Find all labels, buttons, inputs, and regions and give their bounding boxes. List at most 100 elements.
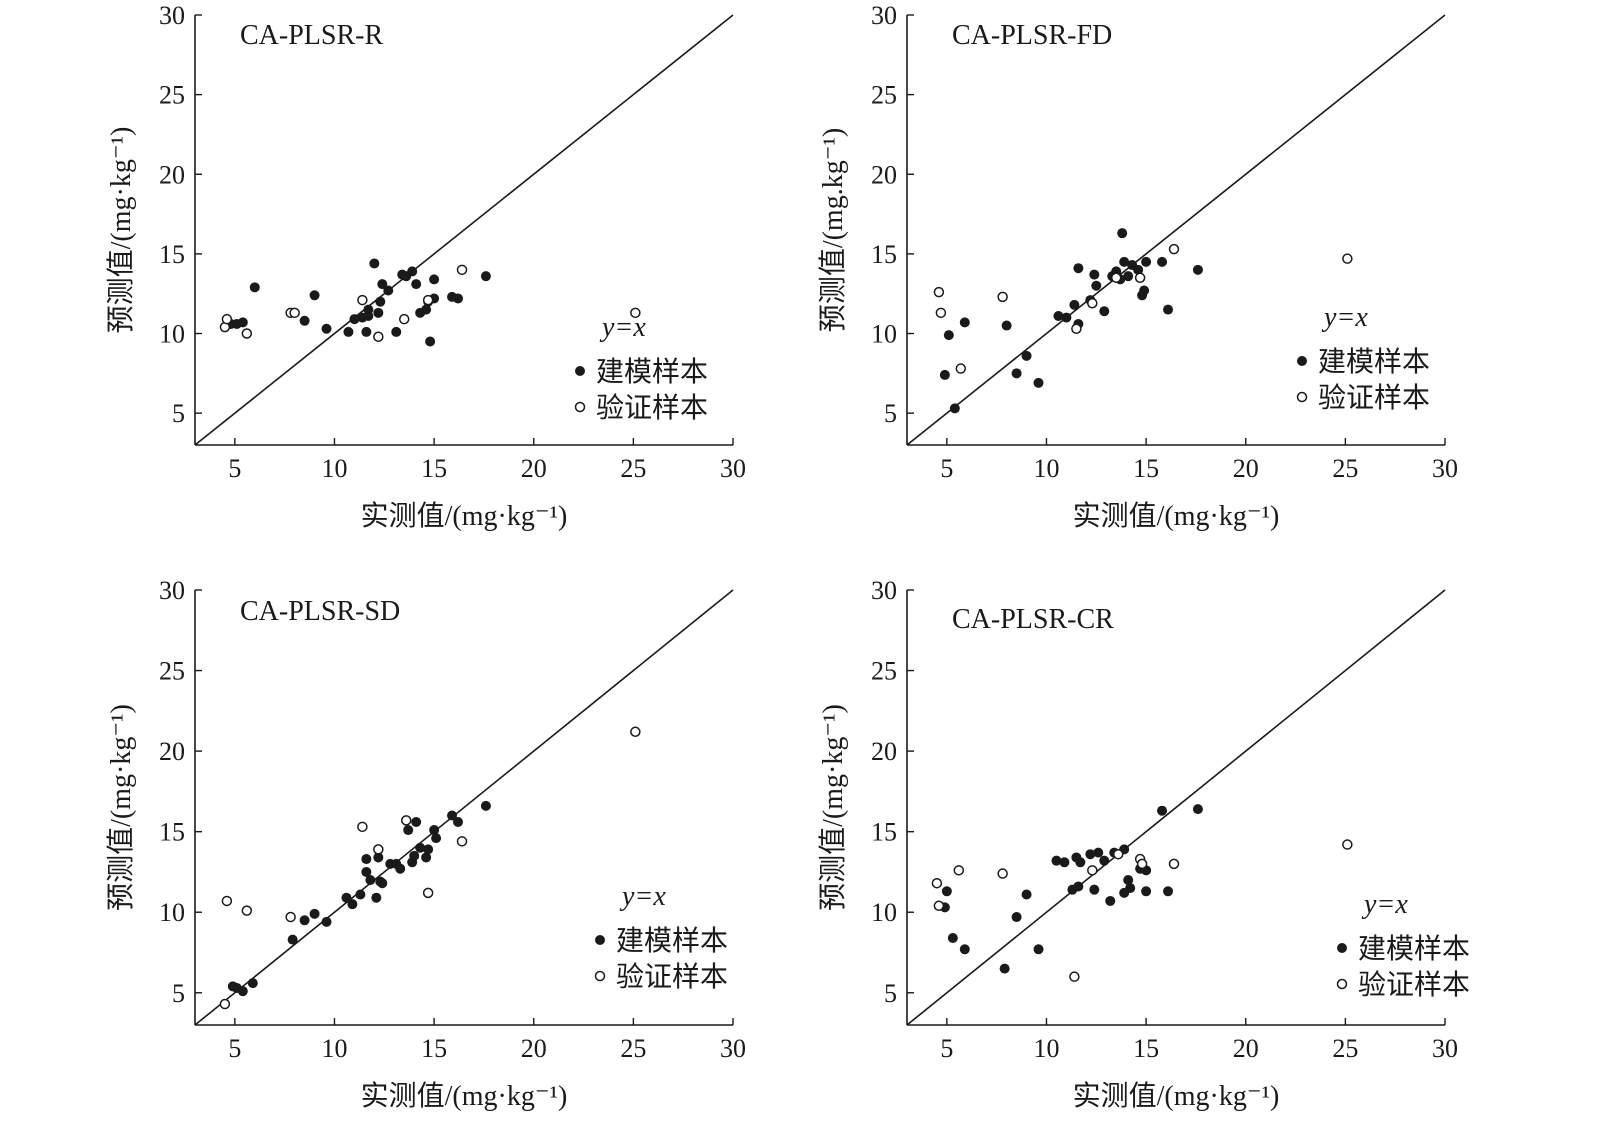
calibration-sample-point [425, 336, 436, 347]
y-tick-label: 20 [159, 160, 185, 189]
calibration-sample-point [377, 279, 388, 290]
y-axis-label: 预测值/(mg·kg⁻¹) [105, 704, 137, 911]
calibration-sample-point [249, 282, 260, 293]
legend-calibration-marker [595, 935, 605, 945]
validation-sample-point [1071, 323, 1082, 334]
calibration-sample-point [349, 314, 360, 325]
validation-sample-point [357, 821, 368, 833]
calibration-sample-point [1192, 264, 1203, 275]
y-tick-label: 30 [159, 1, 185, 30]
y-tick-label: 15 [871, 240, 897, 269]
validation-sample-point [1087, 865, 1098, 876]
validation-sample-point [1342, 839, 1353, 850]
validation-sample-point [933, 286, 945, 298]
x-axis-label: 实测值/(mg·kg⁻¹) [1073, 1080, 1280, 1112]
x-tick-label: 5 [228, 454, 241, 483]
reference-line-y-equals-x [906, 14, 1446, 446]
calibration-sample-point [375, 296, 386, 307]
x-tick-label: 10 [1033, 454, 1059, 483]
calibration-sample-point [341, 892, 352, 903]
calibration-sample-point [309, 290, 320, 301]
calibration-sample-point [343, 326, 354, 337]
calibration-sample-point [407, 266, 418, 277]
x-axis-label: 实测值/(mg·kg⁻¹) [361, 1080, 568, 1112]
calibration-sample-point [409, 850, 420, 861]
y-tick-label: 25 [871, 81, 897, 110]
calibration-sample-point [1093, 847, 1104, 858]
legend-calibration-label: 建模样本 [616, 925, 728, 957]
panel-title: CA-PLSR-CR [952, 604, 1114, 635]
calibration-sample-point [377, 878, 388, 889]
legend-validation-marker [1296, 391, 1308, 403]
calibration-sample-point [1053, 311, 1064, 321]
calibration-sample-point [1125, 883, 1136, 894]
calibration-sample-point [480, 800, 491, 811]
calibration-sample-point [383, 285, 394, 296]
calibration-sample-point [943, 330, 954, 341]
legend-line-label: y=x [1361, 889, 1408, 920]
panel-title: CA-PLSR-FD [952, 20, 1112, 51]
calibration-sample-point [321, 916, 332, 927]
calibration-sample-point [373, 852, 384, 863]
validation-sample-point [357, 294, 368, 306]
y-tick-label: 15 [159, 240, 185, 269]
calibration-sample-point [1123, 271, 1134, 282]
calibration-sample-point [421, 852, 432, 863]
validation-sample-point [933, 900, 945, 912]
calibration-sample-point [429, 825, 440, 836]
calibration-sample-point [1021, 889, 1032, 900]
x-tick-label: 25 [620, 1034, 646, 1063]
calibration-sample-point [1133, 264, 1144, 275]
x-tick-label: 5 [940, 1034, 953, 1063]
scatter-panel-1: 5 10 15 20 25 30 5 10 15 20 25 30 CA-PLSR-R 实测值/(mg·k… [105, 1, 746, 532]
calibration-sample-point [423, 844, 434, 855]
calibration-sample-point [1033, 377, 1044, 388]
y-tick-label: 25 [871, 657, 897, 686]
validation-sample-point [219, 998, 231, 1010]
validation-sample-point [221, 313, 233, 325]
y-tick-label: 20 [871, 737, 897, 766]
calibration-sample-point [1141, 256, 1152, 267]
calibration-sample-point [321, 323, 332, 334]
y-tick-label: 30 [871, 576, 897, 605]
calibration-sample-point [1069, 299, 1080, 310]
validation-sample-point [456, 836, 468, 847]
x-tick-label: 20 [1233, 1034, 1259, 1063]
validation-sample-point [1087, 298, 1098, 309]
legend-validation-label: 验证样本 [1358, 969, 1470, 1001]
validation-sample-point [400, 815, 412, 826]
calibration-sample-point [1105, 895, 1116, 906]
validation-sample-point [398, 313, 410, 325]
y-axis-label: 预测值/(mg·kg⁻¹) [817, 704, 849, 911]
legend-calibration-marker [1297, 356, 1307, 366]
x-axis-label: 实测值/(mg·kg⁻¹) [361, 500, 568, 532]
x-tick-label: 20 [521, 454, 547, 483]
calibration-sample-point [1163, 886, 1174, 897]
x-tick-label: 30 [720, 454, 746, 483]
calibration-sample-point [1021, 350, 1032, 361]
x-tick-label: 30 [1432, 1034, 1458, 1063]
validation-sample-point [1168, 858, 1180, 870]
calibration-sample-point [371, 892, 382, 903]
legend-validation-label: 验证样本 [596, 392, 708, 424]
x-tick-label: 10 [1033, 1034, 1059, 1063]
validation-sample-point [997, 291, 1008, 303]
validation-sample-point [1110, 272, 1122, 284]
validation-sample-point [630, 307, 641, 319]
calibration-sample-point [365, 875, 376, 885]
validation-sample-point [221, 895, 233, 907]
calibration-sample-point [431, 833, 442, 844]
y-tick-label: 5 [884, 399, 897, 428]
y-tick-label: 10 [159, 320, 185, 349]
calibration-sample-point [941, 886, 952, 897]
validation-sample-point [1168, 243, 1180, 255]
validation-sample-point [241, 905, 253, 916]
validation-sample-point [1134, 272, 1146, 284]
calibration-sample-point [480, 271, 491, 282]
calibration-sample-point [391, 326, 402, 337]
reference-line-y-equals-x [906, 589, 1446, 1026]
legend-calibration-marker [1337, 943, 1347, 953]
calibration-sample-point [1085, 849, 1096, 860]
calibration-sample-point [947, 933, 958, 943]
